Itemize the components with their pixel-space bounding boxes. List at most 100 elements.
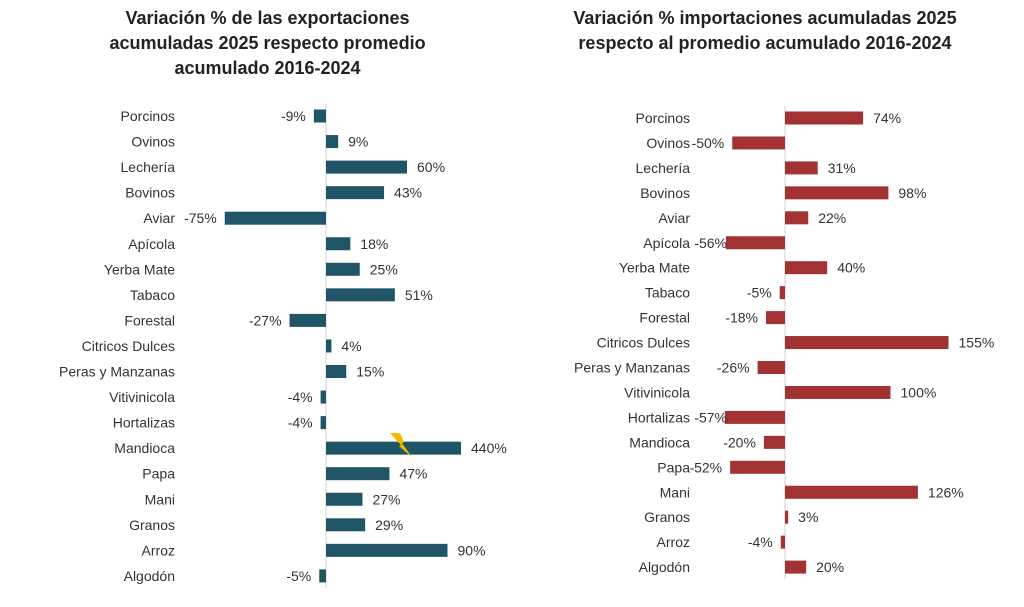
data-label: 25% — [370, 261, 398, 277]
bar-mani — [785, 485, 918, 499]
bar-apícola — [326, 237, 351, 251]
category-label: Vitivinicola — [624, 384, 690, 400]
data-label: 31% — [828, 160, 856, 176]
bar-granos — [326, 518, 366, 532]
data-label: 18% — [360, 236, 388, 252]
category-label: Papa — [657, 459, 690, 475]
category-label: Tabaco — [645, 285, 690, 301]
category-label: Porcinos — [636, 110, 690, 126]
category-label: Aviar — [143, 210, 175, 226]
data-label: -4% — [288, 415, 313, 431]
category-label: Ovinos — [646, 135, 690, 151]
bar-ovinos — [732, 136, 785, 150]
category-label: Forestal — [124, 312, 175, 328]
bar-mandioca — [763, 435, 785, 449]
category-label: Peras y Manzanas — [59, 364, 175, 380]
bar-citricos-dulces — [326, 339, 332, 353]
category-label: Papa — [142, 466, 175, 482]
bar-lechería — [326, 160, 407, 174]
category-label: Algodón — [639, 559, 690, 575]
category-label: Tabaco — [130, 287, 175, 303]
bar-peras-y-manzanas — [757, 361, 785, 374]
bar-yerba-mate — [785, 261, 828, 275]
bar-papa — [326, 467, 390, 481]
bar-tabaco — [326, 288, 395, 302]
category-label: Mandioca — [114, 440, 175, 456]
bar-citricos-dulces — [785, 336, 949, 350]
category-label: Apícola — [643, 235, 690, 251]
category-label: Lechería — [636, 160, 691, 176]
bar-tabaco — [779, 286, 785, 300]
bar-vitivinicola — [320, 390, 326, 404]
bar-porcinos — [313, 109, 326, 123]
data-label: -57% — [694, 409, 727, 425]
data-label: 74% — [873, 110, 901, 126]
category-label: Hortalizas — [628, 409, 690, 425]
data-label: -5% — [747, 285, 772, 301]
import-chart-title: Variación % importaciones acumuladas 202… — [573, 8, 957, 53]
category-label: Granos — [129, 517, 175, 533]
data-label: 98% — [898, 185, 926, 201]
data-label: -26% — [717, 360, 750, 376]
data-label: -52% — [689, 459, 722, 475]
data-label: -4% — [288, 389, 313, 405]
bar-papa — [730, 460, 785, 474]
category-label: Yerba Mate — [619, 260, 690, 276]
data-label: -4% — [748, 534, 773, 550]
data-label: 40% — [837, 260, 865, 276]
data-label: -75% — [184, 210, 217, 226]
category-label: Peras y Manzanas — [574, 360, 690, 376]
data-label: 60% — [417, 159, 445, 175]
bar-hortalizas — [724, 410, 785, 424]
category-label: Arroz — [142, 542, 175, 558]
category-label: Forestal — [639, 310, 690, 326]
data-label: 155% — [959, 335, 995, 351]
data-label: 29% — [375, 517, 403, 533]
category-label: Mani — [145, 491, 175, 507]
data-label: 22% — [818, 210, 846, 226]
bar-apícola — [725, 236, 785, 250]
data-label: 43% — [394, 185, 422, 201]
category-label: Vitivinicola — [109, 389, 175, 405]
bar-algodón — [319, 569, 326, 583]
bar-porcinos — [785, 111, 864, 125]
export-chart-title: Variación % de las exportaciones acumula… — [109, 8, 426, 78]
data-label: 126% — [928, 484, 964, 500]
data-label: 440% — [471, 440, 507, 456]
bar-vitivinicola — [785, 385, 891, 399]
data-label: 51% — [405, 287, 433, 303]
bar-lechería — [785, 161, 818, 175]
category-label: Apícola — [128, 236, 175, 252]
category-label: Mani — [660, 484, 690, 500]
bar-hortalizas — [320, 416, 326, 430]
data-label: 47% — [399, 466, 427, 482]
category-label: Citricos Dulces — [597, 335, 690, 351]
data-label: -56% — [694, 235, 727, 251]
category-label: Yerba Mate — [104, 261, 175, 277]
bar-yerba-mate — [326, 262, 360, 276]
data-label: 100% — [901, 384, 937, 400]
data-label: -50% — [692, 135, 725, 151]
bar-granos — [785, 510, 789, 524]
data-label: 15% — [356, 364, 384, 380]
data-label: -27% — [249, 312, 282, 328]
data-label: -18% — [725, 310, 758, 326]
bar-forestal — [289, 313, 326, 327]
category-label: Aviar — [658, 210, 690, 226]
data-label: 3% — [798, 509, 818, 525]
category-label: Arroz — [657, 534, 690, 550]
data-label: 4% — [341, 338, 361, 354]
data-label: -20% — [723, 434, 756, 450]
bar-algodón — [785, 560, 807, 574]
bar-bovinos — [785, 186, 889, 200]
bar-arroz — [780, 535, 785, 549]
bar-aviar — [785, 211, 809, 225]
category-label: Bovinos — [125, 185, 175, 201]
bar-arroz — [326, 543, 448, 557]
bar-bovinos — [326, 186, 385, 200]
category-label: Citricos Dulces — [82, 338, 175, 354]
bar-ovinos — [326, 135, 339, 149]
data-label: -5% — [286, 568, 311, 584]
category-label: Mandioca — [629, 434, 690, 450]
